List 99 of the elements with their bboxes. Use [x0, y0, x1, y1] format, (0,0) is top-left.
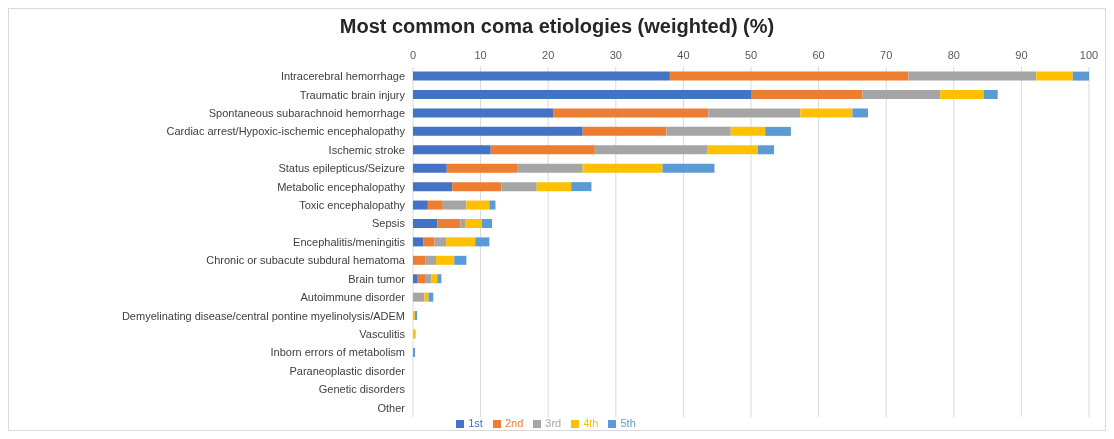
bar: [413, 182, 453, 192]
bar: [852, 108, 868, 118]
x-tick-label: 90: [1015, 49, 1028, 61]
bar: [446, 163, 518, 173]
bar: [452, 182, 502, 192]
bar: [466, 200, 490, 210]
bar: [862, 90, 941, 100]
bar: [1036, 71, 1073, 81]
bar: [490, 145, 595, 155]
bar: [800, 108, 853, 118]
bar: [757, 145, 774, 155]
x-tick-label: 30: [609, 49, 622, 61]
bar: [765, 126, 791, 136]
bar: [413, 292, 425, 302]
bar: [413, 145, 491, 155]
y-tick-label: Other: [377, 401, 406, 414]
y-tick-label: Encephalitis/meningitis: [293, 235, 406, 248]
bar: [413, 329, 416, 339]
legend-label: 4th: [583, 417, 599, 429]
bar: [940, 90, 984, 100]
x-tick-label: 50: [744, 49, 758, 61]
bar: [481, 218, 493, 228]
x-tick-label: 20: [542, 49, 555, 61]
y-tick-label: Toxic encephalopathy: [299, 199, 406, 212]
y-tick-label: Vasculitis: [359, 328, 406, 341]
y-tick-label: Autoimmune disorder: [300, 291, 406, 304]
y-tick-label: Traumatic brain injury: [299, 88, 406, 101]
bar: [454, 255, 467, 265]
bar: [437, 274, 442, 284]
bar: [460, 218, 466, 228]
bar: [413, 200, 428, 210]
y-tick-label: Paraneoplastic disorder: [289, 364, 406, 377]
bar: [435, 255, 455, 265]
bar: [413, 163, 447, 173]
bar: [413, 90, 751, 100]
bar: [425, 274, 432, 284]
bar: [413, 218, 438, 228]
bar: [571, 182, 592, 192]
x-tick-label: 70: [880, 49, 893, 61]
x-tick-label: 60: [812, 49, 825, 61]
y-tick-label: Sepsis: [371, 217, 406, 230]
bar: [489, 200, 496, 210]
bar: [536, 182, 572, 192]
legend-label: 5th: [620, 417, 636, 429]
x-tick-label: 10: [474, 49, 487, 61]
bar: [417, 274, 426, 284]
bar: [707, 145, 758, 155]
bar: [425, 255, 436, 265]
bar: [446, 237, 476, 247]
bar: [427, 200, 443, 210]
legend-label: 3rd: [545, 417, 562, 429]
bar: [582, 163, 663, 173]
bar: [424, 292, 429, 302]
bar: [501, 182, 537, 192]
legend-label: 2nd: [504, 417, 524, 429]
bar: [594, 145, 708, 155]
bar: [666, 126, 731, 136]
bar: [669, 71, 909, 81]
bar: [517, 163, 583, 173]
y-tick-label: Brain tumor: [348, 272, 406, 285]
x-tick-label: 0: [409, 49, 417, 61]
y-tick-label: Demyelinating disease/central pontine myelinolysis/ADEM: [121, 309, 405, 322]
bar: [1072, 71, 1089, 81]
y-tick-label: Intracerebral hemorrhage: [280, 70, 405, 83]
y-tick-label: Inborn errors of metabolism: [270, 346, 405, 359]
bar: [983, 90, 998, 100]
y-tick-label: Ischemic stroke: [328, 143, 405, 156]
bar: [465, 218, 482, 228]
y-tick-label: Chronic or subacute subdural hematoma: [206, 254, 406, 267]
bar: [434, 237, 447, 247]
bar: [475, 237, 490, 247]
legend-label: 1st: [468, 417, 483, 429]
y-tick-label: Metabolic encephalopathy: [277, 180, 406, 193]
bar: [431, 274, 438, 284]
bar: [413, 274, 418, 284]
bar: [582, 126, 667, 136]
bar: [423, 237, 435, 247]
bar: [413, 255, 426, 265]
bar: [708, 108, 801, 118]
bar: [413, 237, 424, 247]
y-tick-label: Cardiac arrest/Hypoxic-ischemic encephalopathy: [166, 125, 406, 138]
bar: [413, 126, 583, 136]
y-tick-label: Status epilepticus/Seizure: [278, 162, 405, 175]
bar: [413, 347, 416, 357]
x-tick-label: 80: [947, 49, 960, 61]
bar: [662, 163, 715, 173]
bar: [908, 71, 1037, 81]
bar: [437, 218, 461, 228]
x-tick-label: 40: [677, 49, 690, 61]
bar: [751, 90, 863, 100]
x-tick-label: 100: [1079, 49, 1099, 61]
y-tick-label: Spontaneous subarachnoid hemorrhage: [208, 106, 405, 119]
y-tick-label: Genetic disorders: [318, 383, 406, 396]
chart-title: Most common coma etiologies (weighted) (%): [338, 15, 776, 39]
bar: [442, 200, 467, 210]
bar: [730, 126, 766, 136]
bar: [413, 108, 554, 118]
bar: [413, 71, 670, 81]
bar: [553, 108, 709, 118]
